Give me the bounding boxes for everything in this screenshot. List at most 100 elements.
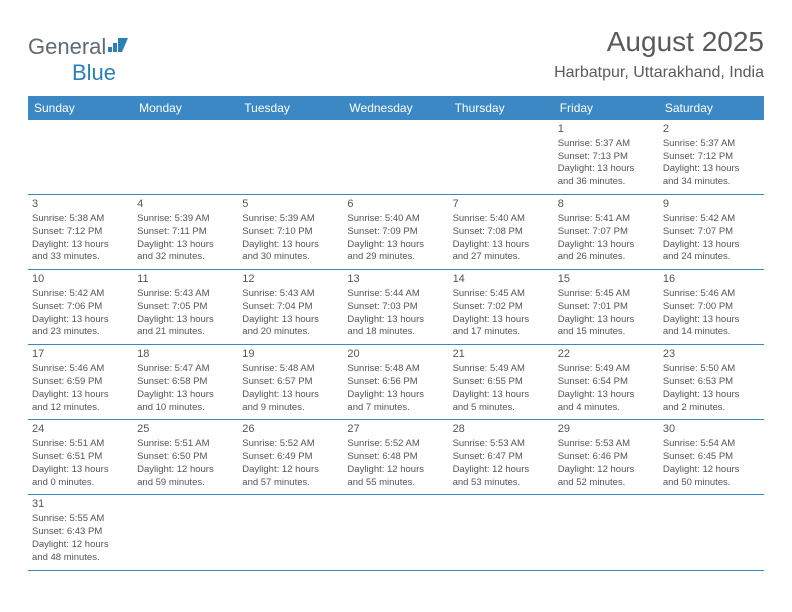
- day-info: Daylight: 13 hours: [558, 239, 655, 252]
- day-info: Sunset: 7:04 PM: [242, 301, 339, 314]
- day-info: and 50 minutes.: [663, 477, 760, 490]
- calendar-cell-empty: [449, 495, 554, 569]
- day-info: and 53 minutes.: [453, 477, 550, 490]
- day-info: Daylight: 12 hours: [453, 464, 550, 477]
- day-info: and 15 minutes.: [558, 326, 655, 339]
- day-number: 10: [32, 272, 129, 287]
- day-info: Daylight: 13 hours: [137, 389, 234, 402]
- day-number: 31: [32, 497, 129, 512]
- calendar-row: 31Sunrise: 5:55 AMSunset: 6:43 PMDayligh…: [28, 495, 764, 570]
- day-info: Sunset: 7:12 PM: [663, 151, 760, 164]
- calendar-cell: 24Sunrise: 5:51 AMSunset: 6:51 PMDayligh…: [28, 420, 133, 494]
- day-info: Sunrise: 5:40 AM: [453, 213, 550, 226]
- day-info: Sunrise: 5:45 AM: [558, 288, 655, 301]
- day-info: Sunrise: 5:49 AM: [453, 363, 550, 376]
- day-info: Sunrise: 5:38 AM: [32, 213, 129, 226]
- calendar-cell: 21Sunrise: 5:49 AMSunset: 6:55 PMDayligh…: [449, 345, 554, 419]
- day-number: 21: [453, 347, 550, 362]
- day-info: Daylight: 13 hours: [558, 314, 655, 327]
- day-info: Sunset: 6:56 PM: [347, 376, 444, 389]
- day-number: 19: [242, 347, 339, 362]
- day-info: Sunrise: 5:51 AM: [137, 438, 234, 451]
- weekday-header: Tuesday: [238, 96, 343, 120]
- day-number: 7: [453, 197, 550, 212]
- day-number: 22: [558, 347, 655, 362]
- day-info: Sunset: 6:43 PM: [32, 526, 129, 539]
- day-info: and 48 minutes.: [32, 552, 129, 565]
- day-info: Sunrise: 5:39 AM: [242, 213, 339, 226]
- day-info: Daylight: 13 hours: [347, 239, 444, 252]
- day-info: and 18 minutes.: [347, 326, 444, 339]
- day-info: Daylight: 13 hours: [453, 389, 550, 402]
- calendar-cell: 30Sunrise: 5:54 AMSunset: 6:45 PMDayligh…: [659, 420, 764, 494]
- day-number: 14: [453, 272, 550, 287]
- day-info: and 26 minutes.: [558, 251, 655, 264]
- calendar-row: 17Sunrise: 5:46 AMSunset: 6:59 PMDayligh…: [28, 345, 764, 420]
- day-info: and 36 minutes.: [558, 176, 655, 189]
- calendar-cell: 27Sunrise: 5:52 AMSunset: 6:48 PMDayligh…: [343, 420, 448, 494]
- day-info: Sunset: 7:07 PM: [558, 226, 655, 239]
- day-info: Sunrise: 5:42 AM: [32, 288, 129, 301]
- calendar-cell: 29Sunrise: 5:53 AMSunset: 6:46 PMDayligh…: [554, 420, 659, 494]
- logo-text-1: General: [28, 34, 106, 59]
- day-info: Sunrise: 5:46 AM: [32, 363, 129, 376]
- day-info: and 0 minutes.: [32, 477, 129, 490]
- day-number: 24: [32, 422, 129, 437]
- calendar-cell: 25Sunrise: 5:51 AMSunset: 6:50 PMDayligh…: [133, 420, 238, 494]
- day-info: Sunset: 6:55 PM: [453, 376, 550, 389]
- day-info: Daylight: 13 hours: [32, 389, 129, 402]
- day-number: 4: [137, 197, 234, 212]
- logo: General Blue: [28, 34, 128, 86]
- day-info: Daylight: 13 hours: [453, 239, 550, 252]
- day-info: and 59 minutes.: [137, 477, 234, 490]
- calendar-cell: 11Sunrise: 5:43 AMSunset: 7:05 PMDayligh…: [133, 270, 238, 344]
- calendar-cell: 23Sunrise: 5:50 AMSunset: 6:53 PMDayligh…: [659, 345, 764, 419]
- day-number: 11: [137, 272, 234, 287]
- day-info: Sunrise: 5:43 AM: [242, 288, 339, 301]
- calendar-cell-empty: [238, 120, 343, 194]
- day-info: Sunset: 6:57 PM: [242, 376, 339, 389]
- calendar-cell: 14Sunrise: 5:45 AMSunset: 7:02 PMDayligh…: [449, 270, 554, 344]
- day-info: Daylight: 13 hours: [558, 163, 655, 176]
- day-info: and 21 minutes.: [137, 326, 234, 339]
- day-info: Daylight: 13 hours: [663, 239, 760, 252]
- day-number: 23: [663, 347, 760, 362]
- logo-chart-icon: [108, 32, 128, 58]
- day-number: 27: [347, 422, 444, 437]
- day-info: and 9 minutes.: [242, 402, 339, 415]
- day-info: Daylight: 12 hours: [558, 464, 655, 477]
- calendar-body: 1Sunrise: 5:37 AMSunset: 7:13 PMDaylight…: [28, 120, 764, 571]
- calendar-cell-empty: [238, 495, 343, 569]
- day-info: and 24 minutes.: [663, 251, 760, 264]
- day-number: 5: [242, 197, 339, 212]
- day-info: Daylight: 12 hours: [663, 464, 760, 477]
- day-info: and 4 minutes.: [558, 402, 655, 415]
- day-number: 26: [242, 422, 339, 437]
- day-info: Sunrise: 5:54 AM: [663, 438, 760, 451]
- day-info: Sunset: 6:58 PM: [137, 376, 234, 389]
- day-number: 3: [32, 197, 129, 212]
- day-info: Sunset: 7:10 PM: [242, 226, 339, 239]
- day-info: Sunrise: 5:48 AM: [242, 363, 339, 376]
- calendar-cell: 16Sunrise: 5:46 AMSunset: 7:00 PMDayligh…: [659, 270, 764, 344]
- day-number: 17: [32, 347, 129, 362]
- calendar-row: 10Sunrise: 5:42 AMSunset: 7:06 PMDayligh…: [28, 270, 764, 345]
- day-number: 9: [663, 197, 760, 212]
- day-info: and 57 minutes.: [242, 477, 339, 490]
- day-info: and 5 minutes.: [453, 402, 550, 415]
- day-number: 30: [663, 422, 760, 437]
- day-info: Sunset: 7:11 PM: [137, 226, 234, 239]
- day-info: Sunset: 6:49 PM: [242, 451, 339, 464]
- day-info: Sunset: 6:59 PM: [32, 376, 129, 389]
- weekday-header: Monday: [133, 96, 238, 120]
- day-info: and 14 minutes.: [663, 326, 760, 339]
- day-info: Sunrise: 5:46 AM: [663, 288, 760, 301]
- day-info: Sunset: 7:02 PM: [453, 301, 550, 314]
- calendar-cell: 31Sunrise: 5:55 AMSunset: 6:43 PMDayligh…: [28, 495, 133, 569]
- weekday-header: Saturday: [659, 96, 764, 120]
- calendar-cell: 4Sunrise: 5:39 AMSunset: 7:11 PMDaylight…: [133, 195, 238, 269]
- day-info: Sunrise: 5:44 AM: [347, 288, 444, 301]
- calendar-cell: 13Sunrise: 5:44 AMSunset: 7:03 PMDayligh…: [343, 270, 448, 344]
- day-number: 20: [347, 347, 444, 362]
- day-info: Sunset: 7:08 PM: [453, 226, 550, 239]
